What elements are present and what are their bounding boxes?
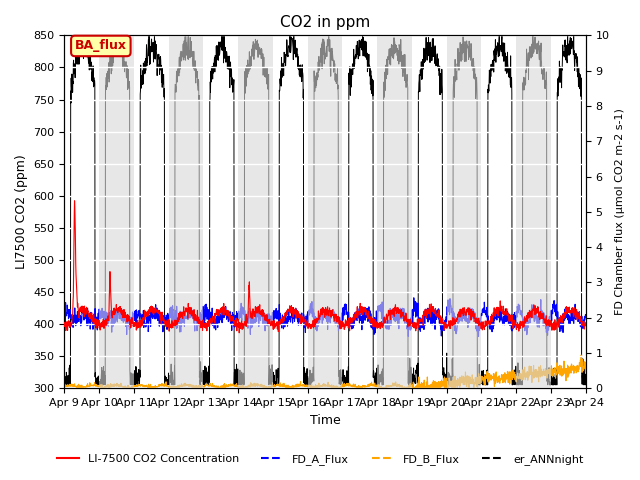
Bar [377, 36, 412, 388]
Bar [99, 36, 134, 388]
Bar [169, 36, 204, 388]
Bar [447, 36, 481, 388]
Y-axis label: FD Chamber flux (µmol CO2 m-2 s-1): FD Chamber flux (µmol CO2 m-2 s-1) [615, 108, 625, 315]
Text: BA_flux: BA_flux [75, 39, 127, 52]
Legend: LI-7500 CO2 Concentration, FD_A_Flux, FD_B_Flux, er_ANNnight: LI-7500 CO2 Concentration, FD_A_Flux, FD… [52, 450, 588, 469]
Bar [308, 36, 342, 388]
Y-axis label: LI7500 CO2 (ppm): LI7500 CO2 (ppm) [15, 155, 28, 269]
X-axis label: Time: Time [310, 414, 340, 427]
Bar [238, 36, 273, 388]
Title: CO2 in ppm: CO2 in ppm [280, 15, 370, 30]
Bar [516, 36, 551, 388]
